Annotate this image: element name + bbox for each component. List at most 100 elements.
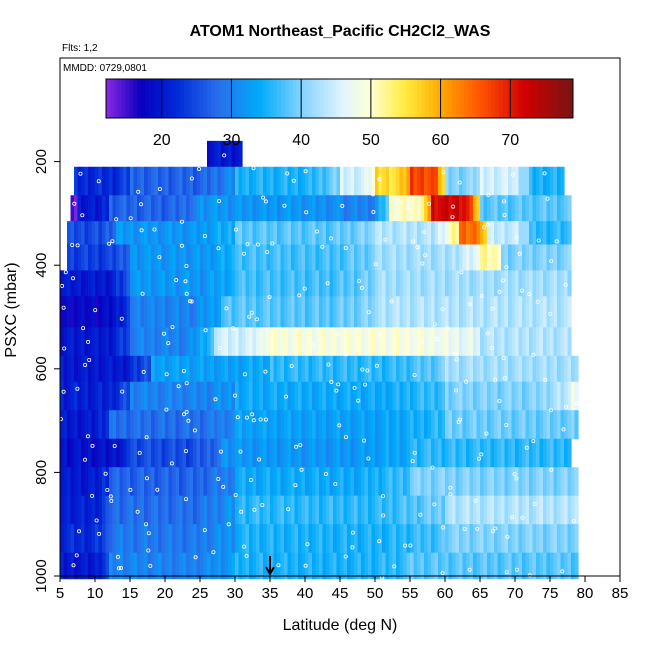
heatmap-cell: [357, 296, 362, 328]
heatmap-cell: [294, 221, 299, 246]
heatmap-cell: [256, 270, 261, 297]
heatmap-cell: [441, 355, 446, 383]
heatmap-cell: [406, 467, 411, 497]
heatmap-cell: [361, 195, 366, 222]
heatmap-cell: [98, 355, 103, 383]
heatmap-cell: [553, 410, 558, 440]
heatmap-cell: [319, 552, 324, 580]
heatmap-cell: [452, 495, 457, 525]
heatmap-cell: [284, 355, 289, 383]
heatmap-cell: [490, 221, 495, 246]
heatmap-cell: [322, 296, 327, 328]
heatmap-cell: [438, 221, 443, 246]
sample-point: [174, 278, 179, 283]
heatmap-cell: [382, 438, 387, 468]
heatmap-cell: [410, 296, 415, 328]
heatmap-cell: [522, 166, 527, 196]
heatmap-cell: [364, 381, 369, 411]
heatmap-cell: [301, 381, 306, 411]
colorbar-cell: [292, 79, 298, 118]
heatmap-cell: [382, 244, 387, 271]
heatmap-cell: [455, 552, 460, 580]
heatmap-cell: [347, 438, 352, 468]
heatmap-cell: [546, 438, 551, 468]
sample-point: [83, 362, 88, 367]
heatmap-cell: [455, 410, 460, 440]
heatmap-cell: [130, 410, 135, 440]
heatmap-cell: [431, 296, 436, 328]
heatmap-cell: [60, 552, 65, 580]
heatmap-cell: [371, 524, 376, 554]
heatmap-cell: [399, 296, 404, 328]
heatmap-cell: [217, 244, 222, 271]
heatmap-cell: [63, 552, 68, 580]
heatmap-cell: [480, 166, 485, 196]
heatmap-cell: [217, 270, 222, 297]
heatmap-cell: [406, 195, 411, 222]
sample-point: [267, 294, 272, 299]
heatmap-cell: [329, 296, 334, 328]
heatmap-cell: [571, 410, 576, 440]
heatmap-cell: [490, 524, 495, 554]
heatmap-cell: [571, 552, 576, 580]
heatmap-cell: [270, 296, 275, 328]
heatmap-cell: [168, 410, 173, 440]
heatmap-cell: [448, 296, 453, 328]
heatmap-cell: [175, 195, 180, 222]
heatmap-cell: [347, 355, 352, 383]
heatmap-cell: [560, 166, 565, 196]
heatmap-cell: [74, 355, 79, 383]
heatmap-cell: [231, 195, 236, 222]
heatmap-cell: [137, 221, 142, 246]
heatmap-cell: [501, 195, 506, 222]
heatmap-cell: [347, 166, 352, 196]
heatmap-cell: [480, 381, 485, 411]
heatmap-cell: [550, 381, 555, 411]
heatmap-cell: [231, 495, 236, 525]
heatmap-cell: [154, 166, 159, 196]
heatmap-cell: [158, 355, 163, 383]
heatmap-cell: [382, 327, 387, 357]
heatmap-cell: [515, 166, 520, 196]
heatmap-cell: [469, 410, 474, 440]
heatmap-cell: [193, 552, 198, 580]
sample-point: [166, 341, 171, 346]
heatmap-cell: [536, 244, 541, 271]
heatmap-cell: [434, 221, 439, 246]
heatmap-cell: [497, 195, 502, 222]
colorbar-cell: [479, 79, 484, 118]
heatmap-cell: [102, 467, 107, 497]
heatmap-cell: [67, 270, 72, 297]
heatmap-cell: [487, 410, 492, 440]
sample-point: [251, 166, 256, 171]
heatmap-cell: [228, 140, 233, 168]
heatmap-cell: [571, 467, 576, 497]
heatmap-cell: [270, 467, 275, 497]
sample-point: [120, 389, 125, 394]
heatmap-cell: [343, 495, 348, 525]
heatmap-cell: [119, 166, 124, 196]
heatmap-cell: [378, 467, 383, 497]
sample-point: [500, 278, 505, 283]
heatmap-cell: [529, 438, 534, 468]
sample-point: [75, 386, 80, 391]
heatmap-cell: [228, 467, 233, 497]
heatmap-cell: [235, 467, 240, 497]
heatmap-cell: [105, 244, 110, 271]
heatmap-cell: [399, 552, 404, 580]
heatmap-cell: [427, 166, 432, 196]
heatmap-cell: [140, 381, 145, 411]
heatmap-cell: [382, 166, 387, 196]
heatmap-cell: [186, 552, 191, 580]
heatmap-cell: [347, 410, 352, 440]
heatmap-cell: [431, 495, 436, 525]
heatmap-cell: [133, 221, 138, 246]
sample-point: [304, 210, 309, 215]
heatmap-cell: [273, 438, 278, 468]
heatmap-cell: [284, 524, 289, 554]
heatmap-cell: [564, 552, 569, 580]
heatmap-cell: [340, 244, 345, 271]
heatmap-cell: [385, 467, 390, 497]
heatmap-cell: [214, 140, 219, 168]
heatmap-cell: [179, 438, 184, 468]
